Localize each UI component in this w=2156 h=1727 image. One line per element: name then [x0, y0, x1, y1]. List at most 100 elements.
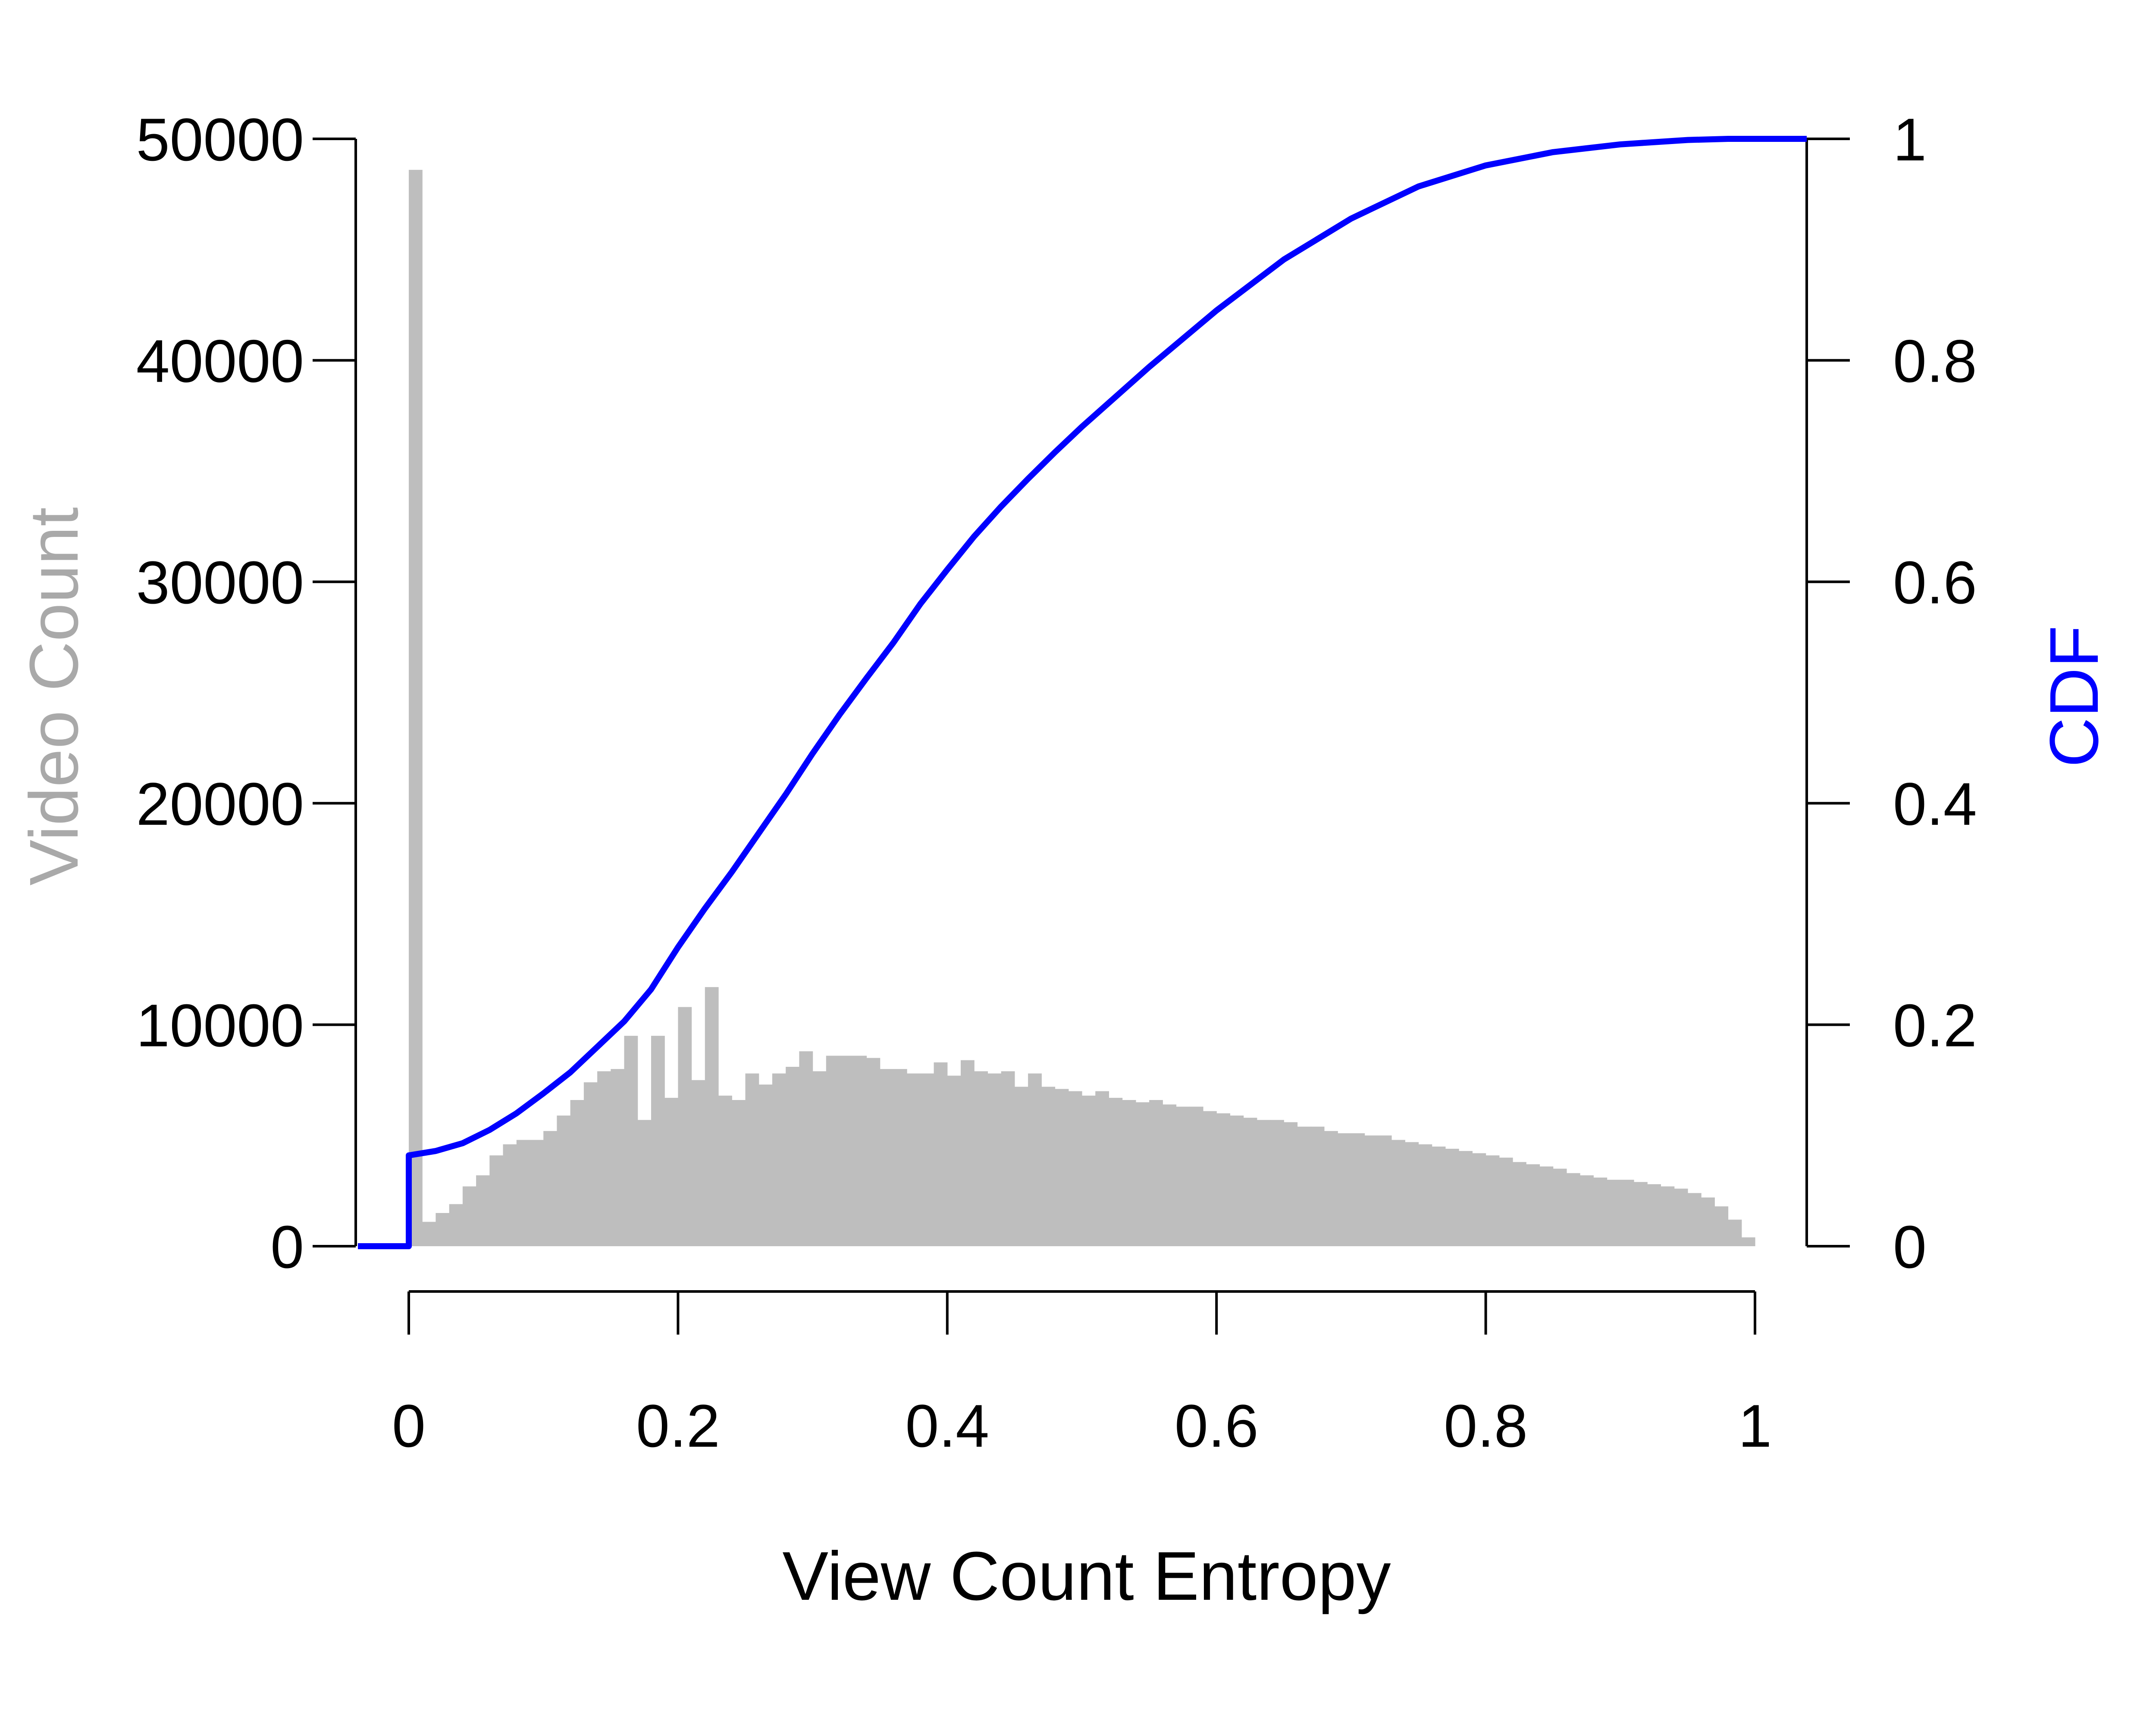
histogram-bar — [1230, 1116, 1244, 1246]
histogram-bar — [1539, 1166, 1554, 1246]
histogram-bar — [1741, 1237, 1755, 1246]
y-left-tick-label: 40000 — [136, 327, 304, 395]
histogram-bar — [786, 1067, 799, 1246]
histogram-bar — [1203, 1111, 1217, 1246]
y-left-tick-label: 30000 — [136, 549, 304, 616]
y-left-tick-label: 10000 — [136, 991, 304, 1059]
histogram-bar — [1580, 1175, 1594, 1246]
histogram-bar — [812, 1071, 827, 1246]
histogram-bar — [1647, 1184, 1661, 1246]
histogram-bar — [1176, 1106, 1190, 1246]
x-tick-label: 0.2 — [636, 1392, 720, 1460]
histogram-bar — [1297, 1126, 1311, 1246]
y-left-tick-label: 0 — [270, 1213, 304, 1281]
histogram-bar — [907, 1073, 921, 1246]
y-right-axis-label: CDF — [2035, 626, 2112, 768]
histogram-bar — [1445, 1149, 1459, 1246]
histogram-bar — [611, 1069, 625, 1246]
histogram-bar — [1472, 1153, 1486, 1246]
y-left-tick-label: 50000 — [136, 106, 304, 173]
histogram-bar — [516, 1140, 530, 1246]
histogram-bar — [1189, 1106, 1203, 1246]
histogram-bar — [530, 1140, 544, 1246]
histogram-bar — [718, 1095, 732, 1246]
histogram-bar — [920, 1073, 934, 1246]
histogram-bar — [1661, 1186, 1675, 1246]
histogram-bar — [1149, 1100, 1163, 1246]
histogram-bar — [853, 1056, 867, 1246]
histogram-bar — [1270, 1120, 1284, 1246]
x-tick-label: 0.8 — [1444, 1392, 1528, 1460]
y-right-tick-label: 1 — [1893, 106, 1927, 173]
histogram-bar — [651, 1036, 665, 1246]
histogram-bar — [893, 1069, 907, 1246]
histogram-bar — [1135, 1102, 1150, 1246]
histogram-bar — [974, 1071, 988, 1246]
histogram-bar — [1310, 1126, 1325, 1246]
histogram-bar — [476, 1175, 490, 1246]
y-right-tick-label: 0.4 — [1893, 770, 1977, 838]
histogram-bar — [1055, 1089, 1069, 1246]
histogram-bar — [1324, 1131, 1338, 1246]
histogram-bar — [1674, 1188, 1688, 1246]
histogram-bar — [987, 1073, 1002, 1246]
histogram-bar — [1041, 1087, 1056, 1246]
histogram-bar — [557, 1116, 571, 1246]
histogram-bar — [570, 1100, 584, 1246]
histogram-bar — [1485, 1155, 1500, 1246]
histogram-bar — [1701, 1197, 1715, 1246]
cdf-line — [358, 136, 1807, 1249]
y-right-tick-label: 0.6 — [1893, 549, 1977, 616]
histogram-bar — [1526, 1164, 1540, 1246]
histogram-bar — [947, 1075, 961, 1246]
histogram-bar — [1284, 1122, 1298, 1246]
histogram-bar — [678, 1007, 692, 1246]
y-right-tick-label: 0.2 — [1893, 991, 1977, 1059]
histogram-bar — [583, 1082, 598, 1246]
histogram-bar — [1095, 1091, 1109, 1246]
histogram-bar — [1620, 1179, 1634, 1246]
histogram-bar — [1553, 1169, 1567, 1246]
histogram-bar — [1566, 1173, 1580, 1246]
y-left-axis-label: Video Count — [15, 507, 92, 886]
histogram-bar — [772, 1073, 786, 1246]
histogram-bar — [543, 1131, 557, 1246]
histogram-bar — [1216, 1113, 1230, 1246]
y-right-tick-label: 0 — [1893, 1213, 1927, 1281]
histogram-bar — [1082, 1095, 1096, 1246]
histogram-bar — [1338, 1133, 1351, 1246]
histogram-bar — [1068, 1091, 1082, 1246]
histogram-bar — [745, 1073, 759, 1246]
histogram-bar — [866, 1058, 881, 1246]
histogram-bar — [799, 1051, 813, 1246]
histogram-bar — [961, 1060, 975, 1246]
histogram-bar — [1391, 1140, 1405, 1246]
histogram-bar — [489, 1155, 504, 1246]
histogram-bar — [422, 1222, 436, 1246]
histogram-bar — [1459, 1151, 1473, 1246]
histogram-bar — [1257, 1120, 1271, 1246]
histogram-bar — [1418, 1144, 1432, 1246]
histogram-bar — [1607, 1179, 1621, 1246]
cdf-line-group — [358, 136, 1807, 1249]
histogram-bar — [1014, 1087, 1028, 1246]
histogram-bars — [409, 169, 1755, 1247]
histogram-bar — [1243, 1118, 1257, 1246]
x-axis-label: View Count Entropy — [782, 1537, 1391, 1614]
y-right-tick-label: 0.8 — [1893, 327, 1977, 395]
histogram-bar — [840, 1056, 853, 1246]
histogram-bar — [1364, 1135, 1379, 1246]
histogram-bar — [1593, 1177, 1608, 1246]
histogram-bar — [1163, 1104, 1177, 1246]
histogram-bar — [1513, 1162, 1526, 1246]
histogram-bar — [664, 1097, 678, 1246]
histogram-bar — [1378, 1135, 1392, 1246]
histogram-bar — [1001, 1071, 1015, 1246]
labels: View Count Entropy Video Count CDF — [15, 507, 2112, 1614]
histogram-bar — [462, 1186, 476, 1246]
x-tick-label: 0.4 — [905, 1392, 989, 1460]
y-left-tick-label: 20000 — [136, 770, 304, 838]
x-tick-label: 0 — [392, 1392, 426, 1460]
